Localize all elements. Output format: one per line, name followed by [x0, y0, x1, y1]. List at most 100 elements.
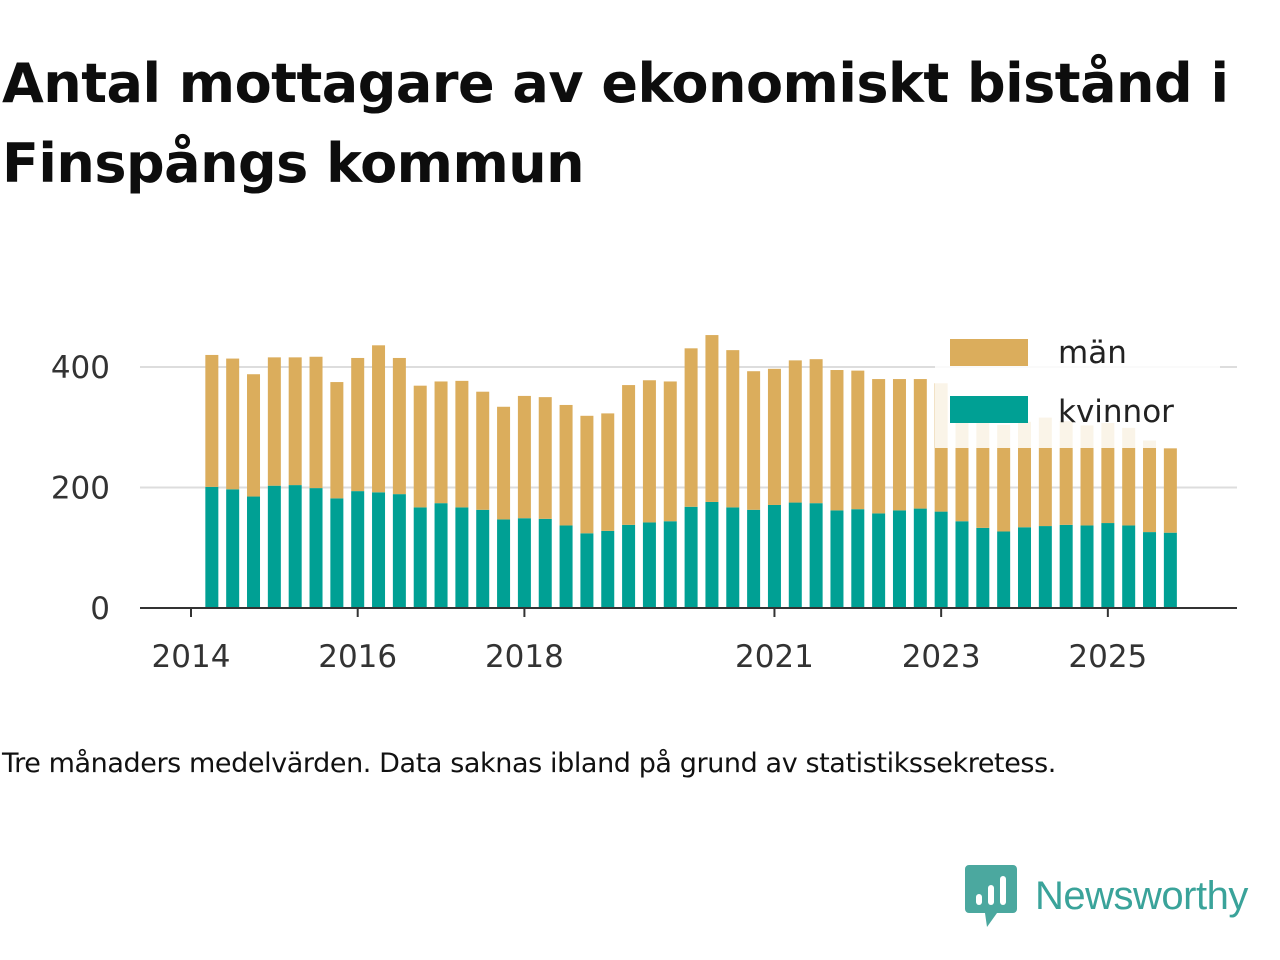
bar-man	[1018, 421, 1031, 528]
bar-kvinnor	[455, 507, 469, 608]
y-tick-label: 0	[90, 591, 110, 627]
bar-man	[726, 350, 740, 508]
bar-kvinnor	[309, 488, 323, 608]
bar-kvinnor	[226, 489, 240, 608]
bar-kvinnor	[788, 502, 802, 608]
bar-man	[788, 360, 802, 503]
bar-kvinnor	[955, 521, 969, 608]
bar-man	[747, 371, 761, 510]
bar-kvinnor	[892, 510, 906, 608]
bar-kvinnor	[851, 509, 865, 608]
bar-man	[892, 379, 906, 511]
bar-kvinnor	[330, 498, 344, 608]
bar-kvinnor	[580, 533, 594, 608]
bar-kvinnor	[1018, 527, 1031, 608]
bar-kvinnor	[434, 503, 448, 608]
bar-man	[288, 357, 302, 486]
bar-kvinnor	[1080, 525, 1094, 608]
bar-kvinnor	[684, 506, 698, 608]
chart-caption: Tre månaders medelvärden. Data saknas ib…	[2, 748, 1056, 779]
brand-name: Newsworthy	[1035, 873, 1248, 918]
newsworthy-logo-icon	[965, 865, 1017, 927]
bar-kvinnor	[267, 485, 281, 608]
bar-man	[267, 357, 281, 486]
bar-kvinnor	[663, 521, 677, 608]
legend-label-man: män	[1058, 335, 1127, 371]
bar-man	[455, 380, 469, 508]
bar-kvinnor	[642, 522, 656, 608]
bar-kvinnor	[413, 507, 427, 608]
bar-kvinnor	[976, 527, 990, 608]
bar-kvinnor	[247, 496, 261, 608]
bar-man	[1163, 448, 1177, 533]
bar-kvinnor	[1163, 532, 1177, 608]
bar-man	[247, 374, 261, 497]
y-axis-ticks: 0 200 400	[51, 350, 110, 627]
bar-man	[372, 345, 386, 493]
x-tick-label: 2014	[152, 639, 231, 675]
bar-man	[330, 382, 344, 499]
y-tick-label: 400	[51, 350, 110, 386]
bar-man	[226, 358, 240, 490]
brand-logo: Newsworthy	[965, 864, 1248, 928]
legend: män kvinnor	[935, 330, 1220, 448]
bar-man	[580, 415, 594, 534]
bar-man	[997, 424, 1011, 532]
bar-kvinnor	[392, 494, 406, 608]
legend-label-kvinnor: kvinnor	[1058, 394, 1174, 430]
bar-kvinnor	[997, 531, 1011, 608]
bar-kvinnor	[809, 503, 823, 608]
bar-man	[663, 381, 677, 522]
bar-kvinnor	[767, 504, 781, 608]
bar-kvinnor	[288, 485, 302, 608]
x-tick-label: 2016	[318, 639, 397, 675]
y-tick-label: 200	[51, 471, 110, 507]
bar-man	[809, 359, 823, 504]
bar-man	[497, 406, 511, 520]
bar-kvinnor	[538, 518, 552, 608]
bar-man	[476, 391, 490, 510]
bar-kvinnor	[622, 524, 636, 608]
bar-kvinnor	[372, 492, 386, 608]
x-tick-label: 2023	[902, 639, 981, 675]
bar-man	[622, 385, 636, 525]
bar-man	[392, 357, 406, 495]
bar-man	[1122, 427, 1136, 526]
bar-kvinnor	[913, 508, 927, 608]
bar-man	[517, 395, 531, 519]
bar-kvinnor	[705, 501, 719, 608]
bar-kvinnor	[1122, 525, 1136, 608]
bar-kvinnor	[1038, 526, 1052, 608]
bar-man	[913, 379, 927, 509]
legend-swatch-kvinnor	[950, 396, 1028, 423]
bar-kvinnor	[1143, 532, 1157, 608]
bar-kvinnor	[497, 519, 511, 608]
bar-man	[309, 356, 323, 489]
bar-man	[851, 370, 865, 510]
x-tick-label: 2025	[1068, 639, 1147, 675]
bar-man	[642, 380, 656, 523]
legend-swatch-man	[950, 339, 1028, 366]
x-tick-label: 2021	[735, 639, 814, 675]
bar-man	[351, 357, 365, 492]
bar-kvinnor	[830, 510, 844, 608]
bars	[205, 335, 1177, 608]
bar-kvinnor	[872, 513, 886, 608]
bar-man	[601, 413, 615, 531]
bar-kvinnor	[205, 486, 219, 608]
bar-man	[767, 368, 781, 505]
bar-man	[872, 379, 886, 514]
bar-kvinnor	[351, 491, 365, 608]
bar-kvinnor	[601, 530, 615, 608]
bar-man	[1080, 425, 1094, 526]
bar-kvinnor	[517, 518, 531, 608]
bar-man	[830, 370, 844, 511]
chart-title: Antal mottagare av ekonomiskt bistånd i …	[2, 52, 1229, 195]
bar-kvinnor	[934, 511, 948, 608]
bar-man	[434, 381, 448, 504]
bar-man	[705, 335, 719, 502]
bar-kvinnor	[1059, 524, 1073, 608]
chart: män kvinnor 2014 2016 2018 2021 2023 2025 0 20…	[50, 330, 1237, 675]
bar-man	[559, 404, 573, 526]
bar-kvinnor	[726, 507, 740, 608]
